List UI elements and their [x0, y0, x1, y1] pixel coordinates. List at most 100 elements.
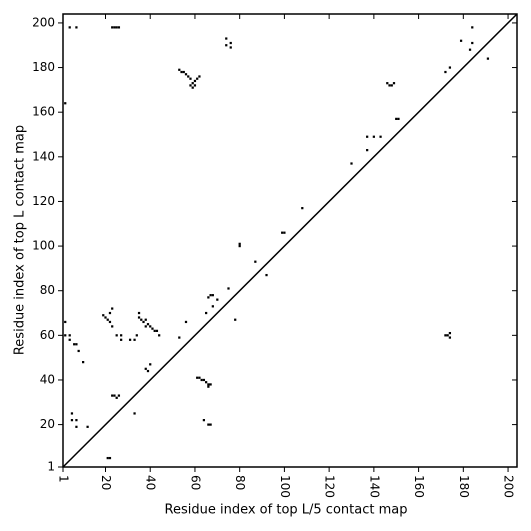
x-axis-label: Residue index of top L/5 contact map — [165, 503, 408, 518]
contact-point — [113, 394, 116, 397]
contact-point — [202, 419, 206, 422]
contact-point — [86, 425, 89, 428]
contact-point — [386, 82, 389, 85]
contact-point — [184, 320, 188, 324]
contact-point — [115, 396, 118, 399]
contact-point — [108, 456, 112, 460]
contact-point — [234, 318, 237, 321]
contact-point — [104, 316, 107, 319]
contact-point — [184, 73, 188, 76]
contact-point — [182, 70, 185, 74]
x-tick-label: 120 — [323, 475, 337, 498]
contact-point — [149, 325, 152, 328]
contact-point — [68, 334, 71, 337]
diagonal — [62, 13, 518, 468]
contact-point — [189, 77, 192, 80]
contact-point — [146, 369, 150, 373]
y-axis-label: Residue index of top L contact map — [13, 125, 28, 355]
y-tick-label: 20 — [40, 417, 55, 431]
contact-point — [209, 383, 212, 386]
contact-point — [149, 363, 152, 366]
contact-point — [117, 394, 121, 397]
contact-point — [238, 242, 241, 245]
contact-point — [395, 117, 398, 120]
contact-point — [106, 456, 109, 460]
y-tick-label: 140 — [32, 149, 55, 163]
contact-point — [151, 327, 154, 330]
contact-point — [68, 26, 71, 29]
contact-point — [207, 383, 210, 386]
contact-point — [111, 307, 114, 310]
contact-point — [444, 334, 447, 337]
contact-point — [128, 338, 132, 341]
contact-point — [254, 260, 257, 263]
x-tick-label: 100 — [278, 475, 292, 498]
contact-point — [133, 412, 136, 415]
contact-point — [372, 135, 375, 138]
contact-point — [117, 26, 121, 29]
contact-point — [158, 334, 161, 337]
contact-point — [70, 412, 74, 415]
contact-point — [265, 273, 268, 277]
contact-point — [102, 314, 105, 317]
contact-point — [207, 423, 210, 426]
contact-point — [388, 84, 391, 87]
contact-point — [135, 334, 138, 337]
x-tick-label: 180 — [457, 475, 471, 498]
contact-point — [205, 311, 208, 315]
contact-point — [211, 294, 214, 297]
y-tick-label: 200 — [32, 15, 55, 29]
x-tick-label: 80 — [233, 475, 247, 490]
x-tick-label: 40 — [144, 475, 158, 490]
contact-point — [471, 26, 474, 29]
y-tick-label: 100 — [32, 239, 55, 253]
contact-point — [189, 84, 192, 87]
contact-point — [146, 323, 150, 326]
contact-point — [77, 349, 80, 353]
contact-point — [198, 75, 201, 78]
contact-point — [350, 162, 353, 165]
contact-point — [196, 77, 199, 80]
y-tick-label: 80 — [40, 283, 55, 297]
contact-point — [238, 244, 241, 248]
contact-point — [108, 311, 112, 315]
contact-point — [459, 39, 463, 42]
contact-point — [225, 37, 228, 40]
contact-point — [64, 320, 67, 324]
contact-point — [106, 318, 109, 321]
contact-point — [111, 394, 114, 397]
contact-point — [75, 419, 78, 422]
contact-point — [187, 75, 190, 78]
contact-point — [207, 296, 210, 299]
contact-point — [225, 44, 228, 47]
contact-point — [73, 343, 76, 346]
contact-point — [390, 84, 393, 87]
y-tick-label: 180 — [32, 60, 55, 74]
contact-point — [140, 318, 143, 321]
y-tick-label: 40 — [40, 372, 55, 386]
contact-point — [75, 343, 78, 346]
contact-point — [153, 329, 156, 332]
contact-point — [111, 325, 114, 328]
contact-point — [283, 231, 286, 234]
contact-point — [64, 334, 67, 337]
contact-point — [111, 26, 114, 29]
y-tick-label: 60 — [40, 328, 55, 342]
contact-point — [178, 336, 181, 339]
contact-point — [207, 385, 210, 388]
contact-point — [227, 287, 230, 290]
contact-point — [120, 338, 123, 341]
x-tick-label: 60 — [188, 475, 202, 490]
contact-point — [486, 57, 490, 60]
contact-point — [120, 334, 123, 337]
contact-point — [144, 318, 147, 321]
contact-point — [448, 331, 452, 335]
contact-point — [137, 311, 141, 315]
contact-point — [82, 361, 85, 364]
contact-point — [366, 135, 369, 138]
contact-point — [75, 26, 78, 29]
contact-point — [468, 48, 472, 51]
contact-point — [155, 329, 159, 332]
contact-point — [193, 84, 197, 87]
